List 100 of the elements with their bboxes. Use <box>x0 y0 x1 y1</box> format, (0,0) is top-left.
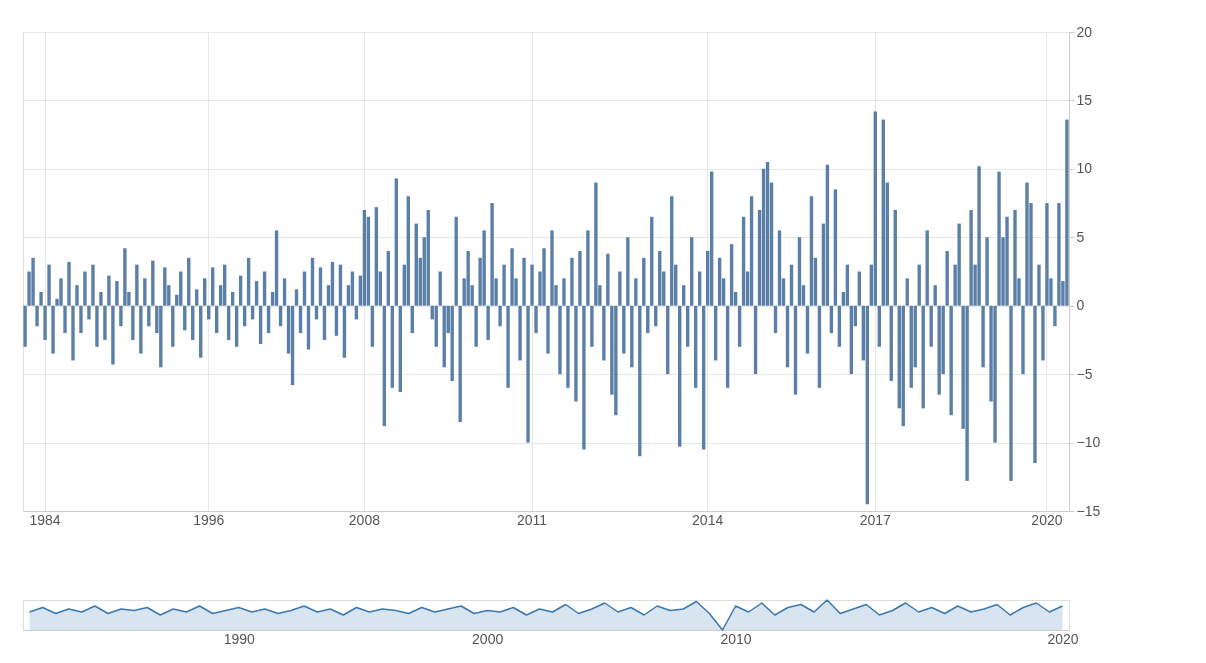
bar <box>35 305 39 327</box>
x-tick-label: 1990 <box>223 630 256 647</box>
bar <box>131 305 135 340</box>
bar <box>634 278 638 306</box>
bar <box>163 267 167 306</box>
bar <box>558 305 562 375</box>
x-tick-label: 2014 <box>692 511 724 528</box>
y-tick-label: 10 <box>1076 160 1093 177</box>
bar <box>474 305 478 347</box>
bar <box>83 271 87 306</box>
bar <box>1009 305 1013 481</box>
bar <box>562 278 566 306</box>
bar <box>933 285 937 306</box>
bar <box>1065 119 1069 306</box>
bar <box>282 278 287 306</box>
bar <box>977 166 981 306</box>
bar <box>1021 305 1025 375</box>
x-tick-label: 2000 <box>472 630 504 647</box>
bar <box>905 278 909 306</box>
x-tick-label: 1996 <box>193 511 225 528</box>
bar <box>490 203 494 306</box>
bar <box>23 305 27 347</box>
bar <box>486 305 490 340</box>
bar <box>522 257 526 306</box>
bar <box>111 305 115 365</box>
y-tick-label: −5 <box>1076 365 1093 382</box>
bar <box>542 248 546 306</box>
bar <box>318 267 323 306</box>
bar <box>47 264 51 306</box>
bar <box>91 264 95 306</box>
bar <box>945 250 949 306</box>
bar <box>103 305 107 340</box>
bar <box>115 281 119 306</box>
bar <box>123 248 127 306</box>
bar <box>95 305 99 347</box>
bar <box>1013 209 1017 306</box>
bar <box>31 257 35 306</box>
bar <box>550 230 554 306</box>
x-tick-label: 2008 <box>348 511 381 528</box>
y-tick-label: 15 <box>1076 91 1093 108</box>
bar <box>79 305 83 334</box>
x-tick-label: 2017 <box>859 511 892 528</box>
bar <box>1005 216 1009 306</box>
bar <box>195 289 199 306</box>
bar <box>570 257 574 306</box>
bar <box>59 278 63 306</box>
bar <box>502 264 506 306</box>
bar <box>139 305 143 354</box>
bar <box>546 305 550 354</box>
bar <box>937 305 941 395</box>
bar <box>482 230 486 306</box>
bar <box>526 305 530 443</box>
bar <box>63 305 67 334</box>
bar <box>107 275 111 306</box>
bar <box>594 182 598 306</box>
bar <box>949 305 953 416</box>
bar <box>1025 182 1029 306</box>
bar <box>929 305 933 347</box>
bar <box>602 305 606 361</box>
bar <box>682 285 686 306</box>
bar <box>498 305 502 327</box>
bar <box>294 289 299 306</box>
bar <box>151 260 155 306</box>
x-tick-label: 2020 <box>1047 630 1079 647</box>
bar <box>458 305 462 423</box>
bar <box>203 278 207 306</box>
bar <box>67 261 71 306</box>
bar <box>506 305 510 388</box>
bar <box>99 292 103 306</box>
bar <box>43 305 47 340</box>
y-tick-label: −15 <box>1076 502 1101 519</box>
bar <box>1057 203 1061 306</box>
bar <box>574 305 578 402</box>
bar <box>578 250 582 306</box>
bar <box>1037 264 1041 306</box>
x-tick-label: 2010 <box>720 630 752 647</box>
bar <box>71 305 75 361</box>
bar <box>969 209 973 306</box>
bar <box>466 250 470 306</box>
bar <box>230 292 235 306</box>
bar <box>135 264 139 306</box>
bar <box>997 171 1001 306</box>
bar <box>1045 203 1049 306</box>
y-tick-label: −10 <box>1076 434 1101 451</box>
bar <box>985 237 989 306</box>
y-tick-label: 20 <box>1076 23 1093 40</box>
bar <box>957 223 961 306</box>
bar <box>1033 305 1037 464</box>
bar <box>606 253 610 306</box>
x-tick-label: 1984 <box>29 511 61 528</box>
x-tick-label: 2020 <box>1031 511 1063 528</box>
bar <box>147 305 151 327</box>
bar <box>454 216 458 306</box>
bar <box>586 230 590 306</box>
bar <box>518 305 522 361</box>
bar <box>630 305 634 368</box>
bar <box>965 305 969 481</box>
y-tick-label: 5 <box>1076 228 1085 245</box>
bar <box>143 278 147 306</box>
bar <box>582 305 586 450</box>
